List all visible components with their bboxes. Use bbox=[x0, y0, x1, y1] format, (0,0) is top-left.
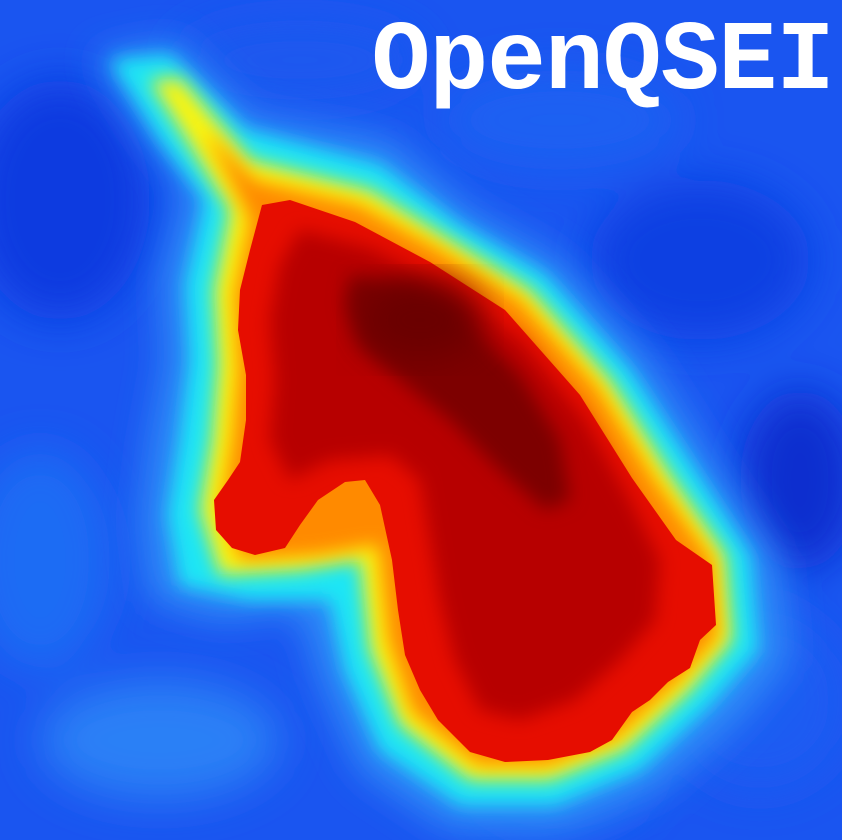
logo-title: OpenQSEI bbox=[371, 7, 835, 118]
maroon-highlight bbox=[360, 280, 480, 360]
dark-red-core bbox=[270, 230, 660, 720]
